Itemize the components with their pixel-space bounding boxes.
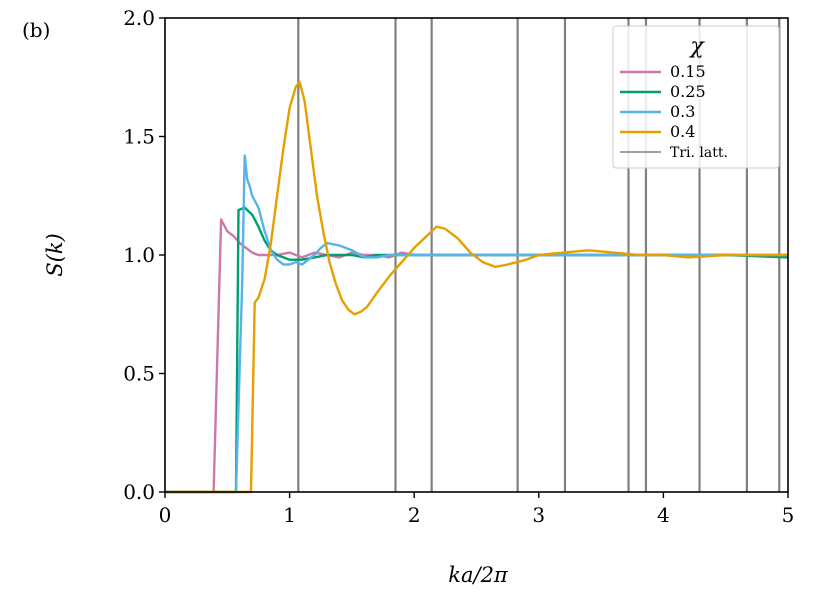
series-line-0_4 <box>165 80 788 494</box>
y-tick-label: 2.0 <box>123 6 155 30</box>
y-axis-label: S(k) <box>43 233 67 277</box>
y-tick-label: 1.0 <box>123 243 155 267</box>
legend: χ 0.150.250.30.4 Tri. latt. <box>612 25 780 169</box>
y-tick-label: 0.5 <box>123 362 155 386</box>
legend-title: χ <box>688 34 705 59</box>
panel-label: (b) <box>22 18 50 42</box>
series-line-0_3 <box>165 154 788 494</box>
legend-label: 0.4 <box>670 122 695 141</box>
x-axis-label: ka/2π <box>448 563 509 587</box>
x-axis-ticks: 0 1 2 3 4 5 <box>159 492 795 527</box>
legend-label: 0.25 <box>670 82 706 101</box>
series-line-0_15 <box>165 218 788 494</box>
series-group <box>165 80 789 494</box>
series-line-0_25 <box>165 206 789 494</box>
x-tick-label: 3 <box>532 503 545 527</box>
y-tick-label: 0.0 <box>123 480 155 504</box>
y-tick-label: 1.5 <box>123 125 155 149</box>
legend-label: 0.3 <box>670 102 695 121</box>
x-tick-label: 0 <box>159 503 172 527</box>
y-axis-ticks: 0.0 0.5 1.0 1.5 2.0 <box>123 6 165 504</box>
x-tick-label: 2 <box>408 503 421 527</box>
x-tick-label: 5 <box>782 503 795 527</box>
x-tick-label: 4 <box>657 503 670 527</box>
legend-label: Tri. latt. <box>670 145 728 161</box>
x-tick-label: 1 <box>283 503 296 527</box>
legend-items: 0.150.250.30.4 Tri. latt. <box>620 62 728 161</box>
legend-label: 0.15 <box>670 62 706 81</box>
